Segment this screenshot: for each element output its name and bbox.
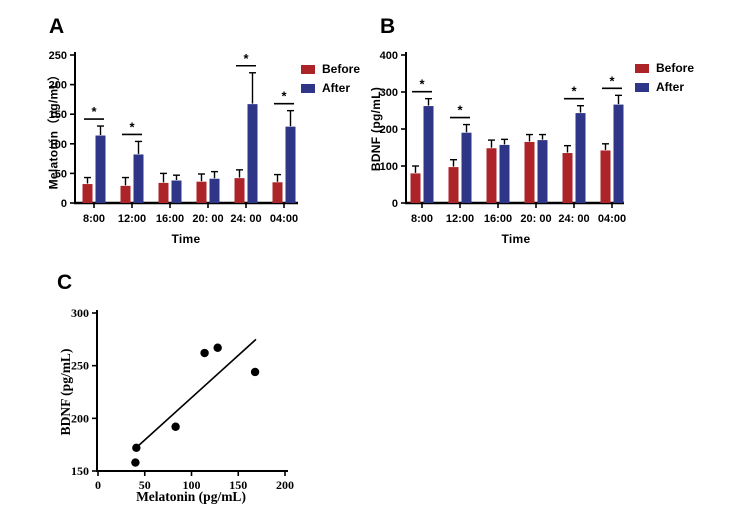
panel-b-bar-after-5 [613,104,624,203]
panel-b-x-axis-label: Time [501,232,531,246]
panel-b-bar-before-3 [524,141,535,203]
legend-item-before: Before [635,61,694,75]
legend-item-before: Before [301,62,360,76]
panel-a-bar-after-2 [171,180,182,203]
panel-a-bar-before-2 [158,182,169,203]
panel-a-x-tick-label: 24: 00 [230,213,261,225]
panel-a-y-tick-label: 200 [49,80,67,92]
before-color-swatch [301,64,315,74]
panel-b-bar-after-3 [537,140,548,203]
panel-a-y-axis-label: Melatonin（pg/mL） [46,68,61,190]
panel-c-scatter-point-1 [132,443,141,453]
panel-b-x-tick-label: 24: 00 [558,213,589,225]
legend-item-after: After [635,80,694,94]
panel-c-x-axis-label: Melatonin (pg/mL) [136,489,246,504]
panel-a-bar-before-0 [82,184,93,203]
panel-c-scatter-point-3 [200,348,209,358]
panel-a-x-tick-label: 04:00 [270,213,298,225]
panel-b-bar-after-2 [499,144,510,203]
panel-b-x-tick-label: 04:00 [598,213,626,225]
panel-a-sig-star: * [243,51,249,66]
panel-b-x-tick-label: 20: 00 [520,213,551,225]
panel-b-bar-before-1 [448,167,459,203]
panel-a-x-tick-label: 8:00 [83,213,105,225]
panel-c-x-tick-label: 200 [276,478,294,492]
panel-b-y-tick-label: 200 [380,124,398,136]
panel-c-x-tick-label: 150 [229,478,247,492]
panel-b-y-tick-label: 400 [380,50,398,62]
panel-b-bar-before-0 [410,173,421,203]
panel-a-x-tick-label: 16:00 [156,213,184,225]
legend-after-label: After [322,81,351,95]
panel-c-scatter-point-4 [213,343,222,352]
panel-c-scatter-point-2 [171,422,180,431]
legend-after-label: After [656,80,685,94]
panel-a-label: A [49,15,65,38]
panel-a-bar-after-4 [247,104,258,203]
panel-b-bar-before-5 [600,150,611,203]
panel-b-bar-after-4 [575,113,586,203]
panel-c-scatter-point-0 [131,458,140,467]
panel-a-bar-after-3 [209,178,220,203]
panel-b-x-tick-label: 16:00 [484,213,512,225]
panel-b-legend: Before After [635,61,694,94]
panel-b-y-tick-label: 300 [380,87,398,99]
panel-c-label: C [57,271,73,294]
panel-b-x-tick-label: 8:00 [411,213,433,225]
before-color-swatch [635,63,649,73]
panel-a-y-tick-label: 0 [61,198,67,210]
after-color-swatch [301,83,315,93]
panel-a-bar-after-5 [285,126,296,203]
panel-a-bar-after-0 [95,135,106,203]
panel-a-y-tick-label: 250 [49,50,67,62]
panel-b-sig-star: * [419,77,425,92]
panel-b-bar-before-2 [486,148,497,203]
panel-c-y-tick-label: 200 [71,411,89,425]
panel-c-x-tick-label: 0 [95,478,101,492]
panel-c-x-tick-label: 50 [139,478,151,492]
legend-before-label: Before [656,61,695,75]
panel-a-bar-before-3 [196,181,207,203]
panel-b-y-tick-label: 0 [392,198,398,210]
panel-a-sig-star: * [91,104,97,119]
panel-b-sig-star: * [609,73,615,88]
panel-b-bar-before-4 [562,153,573,203]
panel-b-x-tick-label: 12:00 [446,213,474,225]
panel-c-x-tick-label: 100 [183,478,201,492]
panel-c-y-tick-label: 250 [71,359,89,373]
panel-a-legend: Before After [301,62,360,95]
panel-a-y-tick-label: 100 [49,139,67,151]
panel-b-label: B [380,15,396,38]
legend-item-after: After [301,81,360,95]
panel-b-sig-star: * [571,84,577,99]
panel-a-x-axis-label: Time [171,232,201,246]
panel-a-x-tick-label: 12:00 [118,213,146,225]
legend-before-label: Before [322,62,361,76]
panel-a-sig-star: * [281,89,287,104]
panel-b-y-axis-label: BDNF (pg/mL) [369,86,383,172]
panel-b-y-tick-label: 100 [380,161,398,173]
panel-c-y-tick-label: 150 [71,464,89,478]
panel-c-y-tick-label: 300 [71,306,89,320]
panel-a-bar-before-5 [272,182,283,203]
panel-a-bar-before-4 [234,178,245,203]
panel-a-y-tick-label: 150 [49,109,67,121]
panel-a-sig-star: * [129,119,135,134]
panel-a-x-tick-label: 20: 00 [192,213,223,225]
panel-c-scatter-point-5 [250,367,260,377]
panel-c-trend-line [136,338,257,448]
panel-a-bar-before-1 [120,185,131,203]
panel-c-y-axis-label: BDNF (pg/mL) [58,348,73,436]
panel-b-bar-after-1 [461,132,472,203]
after-color-swatch [635,82,649,92]
panel-a-y-tick-label: 50 [55,168,67,180]
panel-b-bar-after-0 [423,106,434,203]
panel-b-sig-star: * [457,103,463,118]
panel-a-bar-after-1 [133,154,144,203]
